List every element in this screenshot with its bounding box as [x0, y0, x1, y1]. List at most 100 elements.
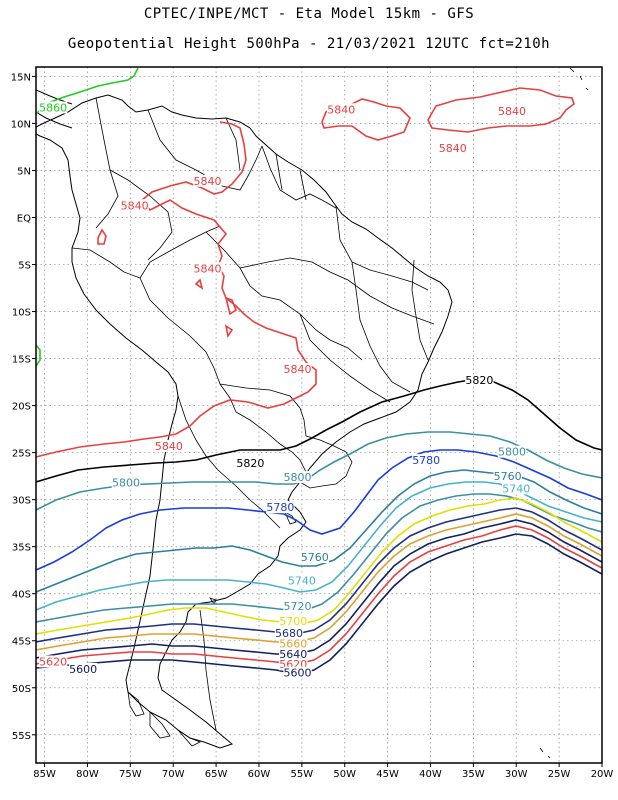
contour-label: 5840: [284, 363, 312, 376]
contour-5800: [36, 431, 602, 511]
contour-5660: [36, 513, 602, 651]
contour-label-bg: [236, 456, 265, 469]
contour-label-bg: [283, 666, 312, 679]
contour-label: 5780: [266, 501, 294, 514]
contour-label: 5820: [465, 374, 493, 387]
contour-label-bg: [283, 599, 312, 612]
contour-label-bg: [411, 454, 441, 467]
lat-tick-label: 55S: [12, 731, 31, 742]
contour-label-bg: [120, 199, 149, 212]
contour-label: 5800: [498, 446, 526, 459]
contour-label-bg: [465, 374, 494, 387]
contour-label-bg: [287, 574, 317, 587]
lat-lon-gridlines: [36, 67, 603, 763]
contour-label: 5700: [279, 615, 307, 628]
map-title-line-1: CPTEC/INPE/MCT - Eta Model 15km - GFS: [143, 6, 475, 22]
contour-label: 5820: [236, 457, 264, 470]
contour-label-bg: [497, 105, 527, 118]
contour-5600: [36, 533, 602, 675]
lat-tick-label: 30S: [12, 496, 31, 507]
contour-label: 5800: [284, 471, 312, 484]
lat-tick-label: 45S: [12, 637, 31, 648]
contour-5640: [36, 519, 602, 659]
contour-label: 5620: [39, 655, 67, 668]
lat-tick-label: 15N: [11, 72, 31, 83]
contour-label: 5840: [121, 199, 149, 212]
contour-5840-cell-b: [427, 87, 575, 133]
south-america-coastline: [36, 94, 453, 749]
axis-labels: 15N 10N 5N EQ 5S 10S 15S 20S 25S 30S 35S 40S 45S 50S 5…: [11, 72, 614, 780]
contour-label: 5600: [284, 667, 312, 680]
contour-label: 5740: [288, 575, 316, 588]
contour-5620: [36, 525, 602, 665]
contour-label-bg: [193, 262, 222, 275]
contour-label-bg: [327, 103, 356, 116]
contour-label: 5840: [498, 105, 526, 118]
contour-label-bg: [279, 647, 308, 660]
lat-tick-label: 40S: [12, 590, 31, 601]
contour-5840-small-c: [224, 296, 237, 316]
contour-label-bg: [279, 614, 308, 627]
lat-tick-label: 15S: [12, 355, 31, 366]
contour-label: 5840: [439, 142, 467, 155]
contour-lines: [36, 67, 602, 675]
contour-label-bg: [38, 101, 68, 114]
lon-tick-label: 25W: [548, 769, 571, 780]
contour-5680: [36, 507, 602, 643]
contour-label: 5760: [301, 551, 329, 564]
contour-label: 5680: [275, 627, 303, 640]
contour-5780: [36, 449, 602, 571]
contour-5840-small-b: [194, 278, 204, 290]
contour-label-bg: [154, 440, 184, 453]
contour-label-bg: [279, 637, 308, 650]
coastline-and-borders: [36, 67, 589, 759]
contour-label: 5740: [502, 482, 530, 495]
contour-label-bg: [438, 141, 467, 154]
contour-5740: [36, 481, 602, 611]
lat-tick-label: 35S: [12, 543, 31, 554]
lon-tick-label: 80W: [76, 769, 99, 780]
contour-label: 5840: [194, 262, 222, 275]
contour-label-bg: [300, 551, 329, 564]
contour-5860: [36, 67, 139, 115]
lat-tick-label: 5N: [17, 166, 31, 177]
lon-tick-label: 40W: [419, 769, 442, 780]
country-borders: [71, 97, 435, 731]
contour-5840-main: [36, 121, 317, 458]
contour-label-bg: [283, 362, 312, 375]
contour-label: 5780: [412, 454, 440, 467]
lon-tick-label: 45W: [376, 769, 399, 780]
contour-5840-small-d: [224, 324, 234, 339]
contour-label-bg: [266, 501, 295, 514]
contour-label-bg: [497, 445, 527, 458]
contour-label-bg: [193, 174, 222, 187]
lat-tick-label: EQ: [17, 213, 31, 224]
lon-tick-label: 75W: [119, 769, 142, 780]
islands: [127, 67, 589, 759]
contour-label: 5840: [155, 440, 183, 453]
lon-tick-label: 50W: [333, 769, 356, 780]
contour-label-bg: [502, 482, 531, 495]
contour-label: 5640: [279, 648, 307, 661]
lon-tick-label: 60W: [248, 769, 271, 780]
lon-tick-label: 85W: [33, 769, 56, 780]
lon-tick-label: 70W: [162, 769, 185, 780]
contour-5700: [36, 497, 602, 635]
contour-5840-small-a: [97, 228, 107, 245]
contour-label-bg: [68, 662, 98, 675]
lon-tick-label: 35W: [462, 769, 485, 780]
contour-label: 5720: [284, 600, 312, 613]
lon-tick-label: 55W: [291, 769, 314, 780]
map-title-line-2: Geopotential Height 500hPa - 21/03/2021 …: [67, 36, 551, 52]
contour-labels: 5860 5840 5840 5840 5840 5840 5840 5840 5840 5820…: [38, 101, 531, 680]
lat-tick-label: 10S: [12, 308, 31, 319]
contour-5860-left: [36, 344, 41, 367]
contour-label: 5600: [69, 663, 97, 676]
contour-label: 5840: [327, 103, 355, 116]
contour-label: 5660: [279, 638, 307, 651]
contour-label-bg: [283, 471, 312, 484]
contour-label-bg: [38, 655, 68, 668]
contour-label: 5760: [494, 470, 522, 483]
lat-tick-label: 10N: [11, 119, 31, 130]
lat-tick-label: 20S: [12, 402, 31, 413]
